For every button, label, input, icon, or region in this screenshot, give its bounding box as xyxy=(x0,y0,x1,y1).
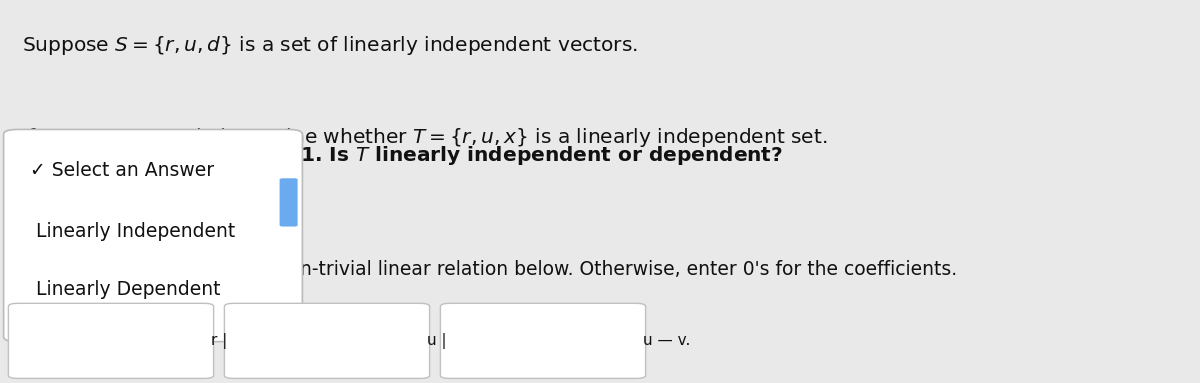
Text: n-trivial linear relation below. Otherwise, enter 0's for the coefficients.: n-trivial linear relation below. Otherwi… xyxy=(300,260,958,280)
FancyBboxPatch shape xyxy=(224,303,430,378)
Text: Suppose $S = \{r, u, d\}$ is a set of linearly independent vectors.: Suppose $S = \{r, u, d\}$ is a set of li… xyxy=(22,34,637,57)
FancyBboxPatch shape xyxy=(280,178,298,226)
Text: If $x = 2r + 2u + 2d$, determine whether $T = \{r, u, x\}$ is a linearly indepen: If $x = 2r + 2u + 2d$, determine whether… xyxy=(22,126,827,149)
FancyBboxPatch shape xyxy=(4,129,302,342)
Text: 1. Is $T$ linearly independent or dependent?: 1. Is $T$ linearly independent or depend… xyxy=(300,144,782,167)
FancyBboxPatch shape xyxy=(8,303,214,378)
Text: Linearly Independent: Linearly Independent xyxy=(36,222,235,241)
Text: u — v.: u — v. xyxy=(643,333,690,349)
FancyBboxPatch shape xyxy=(440,303,646,378)
Text: u |: u | xyxy=(427,333,446,349)
Text: Linearly Dependent: Linearly Dependent xyxy=(36,280,221,299)
Text: ✓ Select an Answer: ✓ Select an Answer xyxy=(30,161,214,180)
Text: r |: r | xyxy=(211,333,228,349)
